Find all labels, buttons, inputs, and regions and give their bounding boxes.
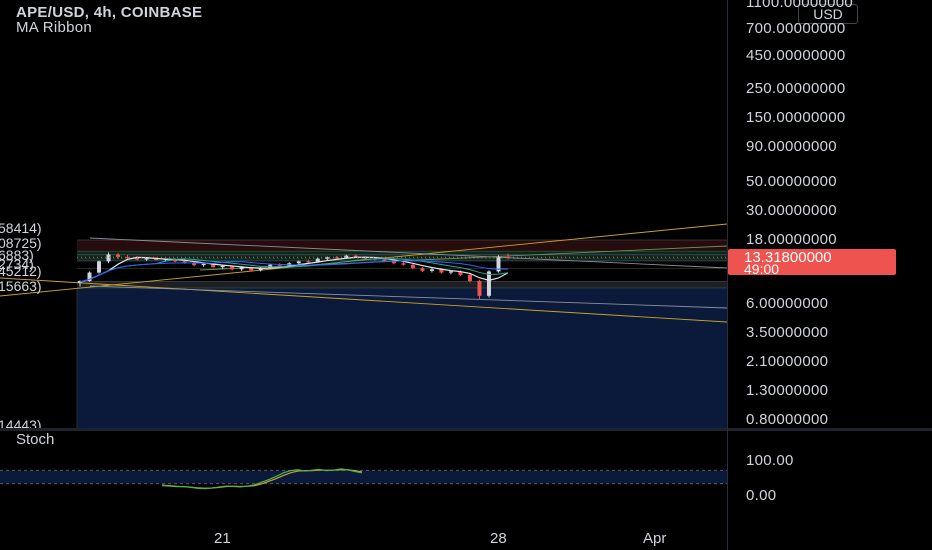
left-price-fragment: 08725) bbox=[0, 235, 42, 251]
candle-body bbox=[325, 257, 330, 259]
pane-separator[interactable] bbox=[0, 428, 932, 431]
left-price-fragment: 6883) bbox=[0, 247, 34, 263]
left-price-fragment: 58414) bbox=[0, 220, 42, 236]
candle-body bbox=[315, 258, 320, 262]
price-axis-label: 150.00000000 bbox=[746, 109, 846, 126]
ma-ribbon-line bbox=[79, 260, 509, 283]
trend-line bbox=[89, 285, 727, 309]
candle-body bbox=[97, 261, 102, 273]
candle-body bbox=[506, 256, 510, 258]
candle-body bbox=[154, 258, 159, 261]
candle-body bbox=[135, 257, 140, 260]
candle-body bbox=[211, 263, 216, 268]
candle-body bbox=[306, 261, 311, 263]
price-axis-label: 90.00000000 bbox=[746, 138, 837, 155]
range-zone bbox=[77, 240, 727, 252]
price-axis[interactable]: USD 1100.00000000 700.00000000 450.00000… bbox=[728, 0, 932, 428]
candle-body bbox=[192, 263, 197, 266]
current-price-value: 13.31800000 bbox=[744, 249, 832, 266]
price-axis-label: 1100.00000000 bbox=[746, 0, 854, 11]
price-axis-label: 50.00000000 bbox=[746, 173, 837, 190]
candle-body bbox=[334, 257, 339, 259]
candle-body bbox=[401, 263, 406, 265]
candle-body bbox=[458, 271, 463, 275]
candle-body bbox=[144, 258, 149, 260]
price-axis-label: 18.00000000 bbox=[746, 231, 837, 248]
left-price-fragment: 2734) bbox=[0, 256, 34, 272]
candle-body bbox=[467, 274, 472, 282]
candle-body bbox=[439, 269, 444, 273]
candle-body bbox=[249, 267, 254, 271]
stoch-k-line bbox=[161, 468, 363, 490]
ma-ribbon-line bbox=[79, 256, 509, 283]
main-chart-pane[interactable]: APE/USD, 4h, COINBASE MA Ribbon 58414) 0… bbox=[0, 0, 727, 428]
candle-body bbox=[391, 261, 396, 264]
stoch-axis-label: 100.00 bbox=[746, 452, 794, 469]
candle-body bbox=[448, 271, 453, 273]
candle-body bbox=[420, 268, 425, 271]
candle-body bbox=[429, 269, 434, 271]
candle-body bbox=[182, 261, 187, 264]
candle-body bbox=[230, 265, 235, 270]
time-axis-label: Apr bbox=[643, 530, 667, 547]
candle-body bbox=[239, 267, 244, 270]
trend-line bbox=[89, 237, 727, 269]
price-axis-label: 6.00000000 bbox=[746, 295, 829, 312]
candle-countdown: 49:00 bbox=[744, 261, 780, 277]
stoch-band bbox=[0, 470, 727, 484]
candle-body bbox=[106, 254, 111, 262]
time-axis-label: 21 bbox=[214, 530, 231, 547]
price-axis-label: 450.00000000 bbox=[746, 47, 846, 64]
price-axis-label: 1.30000000 bbox=[746, 382, 829, 399]
price-axis-label: 0.80000000 bbox=[746, 411, 829, 428]
stoch-axis-label: 0.00 bbox=[746, 487, 777, 504]
trend-line bbox=[0, 277, 727, 323]
price-axis-label: 3.50000000 bbox=[746, 324, 829, 341]
price-chart[interactable] bbox=[0, 0, 727, 428]
candle-body bbox=[353, 255, 358, 257]
candle-body bbox=[477, 281, 482, 296]
current-price-tag: 13.31800000 49:00 bbox=[728, 249, 896, 277]
candle-body bbox=[220, 265, 225, 268]
candle-body bbox=[125, 256, 130, 258]
candle-body bbox=[277, 264, 282, 266]
price-axis-label: 250.00000000 bbox=[746, 80, 846, 97]
candle-body bbox=[344, 255, 349, 259]
price-axis-label: 30.00000000 bbox=[746, 202, 837, 219]
candle-body bbox=[496, 256, 501, 272]
time-axis-label: 28 bbox=[490, 530, 507, 547]
candle-body bbox=[382, 259, 387, 262]
price-axis-label: 2.10000000 bbox=[746, 353, 829, 370]
axis-separator bbox=[727, 0, 728, 550]
left-price-fragment: 45212) bbox=[0, 263, 42, 279]
candle-body bbox=[173, 259, 178, 262]
time-axis[interactable]: 21 28 Apr bbox=[0, 529, 727, 550]
stoch-pane[interactable]: Stoch bbox=[0, 431, 727, 529]
range-box-fill bbox=[77, 287, 727, 428]
price-axis-label: 700.00000000 bbox=[746, 20, 846, 37]
candle-body bbox=[116, 254, 121, 257]
candle-body bbox=[201, 263, 206, 266]
candle-body bbox=[78, 281, 82, 284]
candle-body bbox=[87, 272, 92, 282]
symbol-title[interactable]: APE/USD, 4h, COINBASE bbox=[16, 4, 203, 21]
candle-body bbox=[410, 264, 415, 269]
currency-button[interactable]: USD bbox=[798, 4, 858, 24]
indicator-label-ma-ribbon[interactable]: MA Ribbon bbox=[16, 19, 93, 36]
left-price-fragment: 14443) bbox=[0, 417, 42, 428]
range-zone bbox=[77, 281, 727, 288]
candle-body bbox=[486, 271, 491, 296]
candle-body bbox=[258, 268, 263, 271]
left-price-fragment: 15663) bbox=[0, 278, 42, 294]
stoch-chart[interactable] bbox=[0, 431, 727, 529]
stoch-indicator-label[interactable]: Stoch bbox=[16, 431, 55, 448]
candle-body bbox=[296, 261, 301, 264]
stoch-axis[interactable]: 100.00 0.00 bbox=[728, 431, 932, 529]
